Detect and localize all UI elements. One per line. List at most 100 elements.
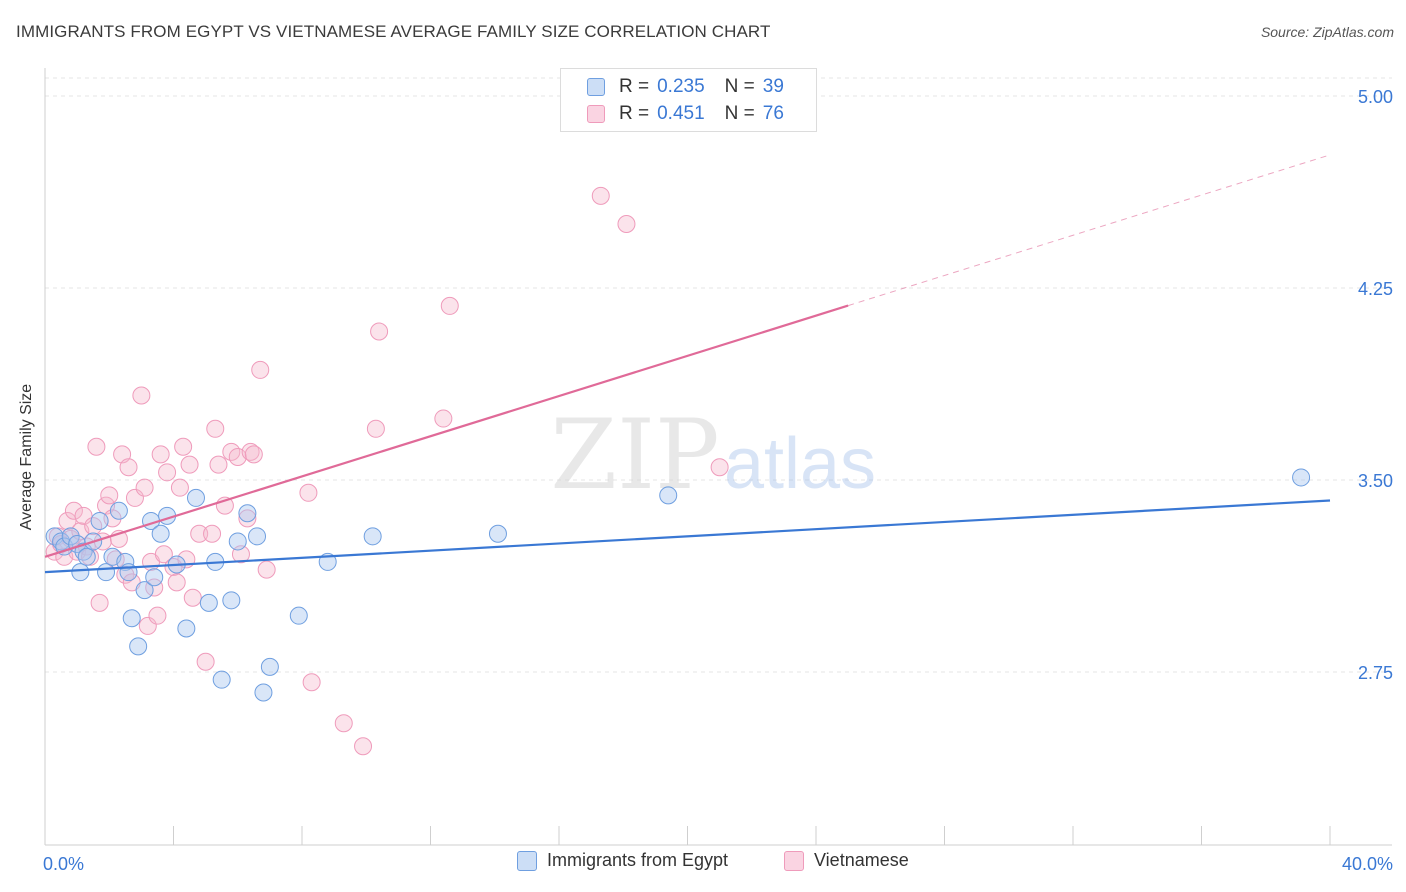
egypt-point: [289, 606, 308, 625]
x-tick-label-max: 40.0%: [1342, 854, 1393, 874]
vietnamese-trend-line-extension: [847, 154, 1331, 307]
vietnamese-point: [135, 478, 154, 497]
axes: [44, 68, 1392, 846]
vietnamese-point: [366, 419, 385, 438]
egypt-point: [254, 683, 273, 702]
egypt-point: [260, 657, 279, 676]
watermark-zip: ZIP: [550, 399, 719, 511]
egypt-point: [116, 552, 135, 571]
egypt-point: [363, 527, 382, 546]
egypt-point: [97, 563, 116, 582]
egypt-point: [488, 524, 507, 543]
vietnamese-trend-line: [44, 304, 849, 558]
vietnamese-point: [170, 478, 189, 497]
vietnamese-point: [334, 714, 353, 733]
vietnamese-point: [251, 360, 270, 379]
watermark: ZIP atlas: [550, 399, 876, 511]
vietnamese-point: [302, 673, 321, 692]
egypt-point: [90, 511, 109, 530]
egypt-point: [222, 591, 241, 610]
vietnamese-point: [241, 442, 260, 461]
vietnamese-point: [617, 215, 636, 233]
legend-swatch-pink: [587, 105, 605, 123]
vietnamese-point: [132, 386, 151, 405]
egypt-point: [122, 609, 141, 628]
trend-lines: [44, 154, 1331, 574]
egypt-point: [135, 581, 154, 600]
vietnamese-point: [440, 296, 459, 315]
vietnamese-point: [87, 437, 106, 456]
vietnamese-point: [100, 486, 119, 505]
vietnamese-point: [244, 445, 263, 464]
vietnamese-point: [203, 524, 222, 543]
n-value: 76: [762, 103, 784, 124]
vietnamese-point: [119, 458, 138, 477]
stats-legend: R = 0.235 N = 39 R = 0.451 N = 76: [560, 68, 817, 132]
n-value: 39: [762, 76, 784, 97]
vietnamese-point: [180, 455, 199, 474]
vietnamese-point: [354, 737, 373, 756]
vietnamese-point: [299, 483, 318, 502]
vietnamese-point: [64, 501, 83, 520]
x-tick-label-min: 0.0%: [43, 854, 84, 874]
legend-swatch-pink: [784, 850, 804, 871]
egypt-point: [228, 532, 247, 551]
vietnamese-point: [196, 652, 215, 671]
egypt-point: [71, 563, 90, 582]
egypt-point: [199, 593, 218, 612]
vietnamese-point: [158, 463, 177, 482]
stats-legend-row-vietnamese: R = 0.451 N = 76: [587, 102, 784, 126]
y-tick-label: 2.75: [1358, 663, 1393, 683]
egypt-point: [248, 527, 267, 546]
r-label: R =: [619, 103, 650, 124]
n-label: N =: [724, 103, 755, 124]
egypt-point: [1292, 468, 1311, 487]
egypt-point: [238, 504, 257, 523]
y-tick-label: 3.50: [1358, 471, 1393, 491]
vietnamese-point: [183, 588, 202, 607]
vietnamese-point: [190, 524, 209, 543]
legend-swatch-blue: [587, 78, 605, 96]
y-tick-label: 5.00: [1358, 87, 1393, 107]
legend-item-egypt[interactable]: Immigrants from Egypt: [517, 850, 728, 871]
egypt-point: [177, 619, 196, 638]
stats-legend-row-egypt: R = 0.235 N = 39: [587, 75, 784, 99]
vietnamese-point: [257, 560, 276, 579]
tick-labels: 2.75 3.50 4.25 5.00 0.0% 40.0%: [43, 87, 1393, 874]
vietnamese-point: [151, 445, 170, 464]
vietnamese-point: [209, 455, 228, 474]
legend-label-egypt: Immigrants from Egypt: [547, 850, 729, 870]
series-legend: Immigrants from Egypt Vietnamese: [0, 850, 1406, 878]
vietnamese-point: [206, 419, 225, 438]
vietnamese-point: [58, 511, 77, 530]
legend-label-vietnamese: Vietnamese: [814, 850, 909, 870]
egypt-point: [186, 488, 205, 507]
egypt-point: [659, 486, 678, 505]
r-value: 0.451: [657, 103, 705, 124]
egypt-point: [212, 670, 231, 689]
y-axis-label: Average Family Size: [18, 383, 35, 531]
legend-item-vietnamese[interactable]: Vietnamese: [784, 850, 909, 871]
vietnamese-point: [710, 458, 729, 477]
watermark-atlas: atlas: [724, 424, 876, 504]
egypt-point: [109, 501, 128, 520]
egypt-point: [129, 637, 148, 656]
source-credit: Source: ZipAtlas.com: [1260, 24, 1394, 40]
vietnamese-point: [434, 409, 453, 428]
legend-swatch-blue: [517, 850, 537, 871]
egypt-trend-line: [44, 499, 1331, 574]
egypt-point: [52, 532, 71, 551]
egypt-point: [61, 527, 80, 546]
egypt-point: [145, 568, 164, 587]
r-label: R =: [619, 76, 650, 97]
n-label: N =: [724, 76, 755, 97]
vietnamese-point: [154, 545, 173, 564]
vietnamese-point: [148, 606, 167, 625]
egypt-point: [77, 547, 96, 566]
vietnamese-point: [174, 437, 193, 456]
gridlines: [45, 77, 1392, 673]
vietnamese-point: [90, 593, 109, 612]
chart-title: IMMIGRANTS FROM EGYPT VS VIETNAMESE AVER…: [16, 22, 771, 41]
vietnamese-point: [116, 565, 135, 584]
